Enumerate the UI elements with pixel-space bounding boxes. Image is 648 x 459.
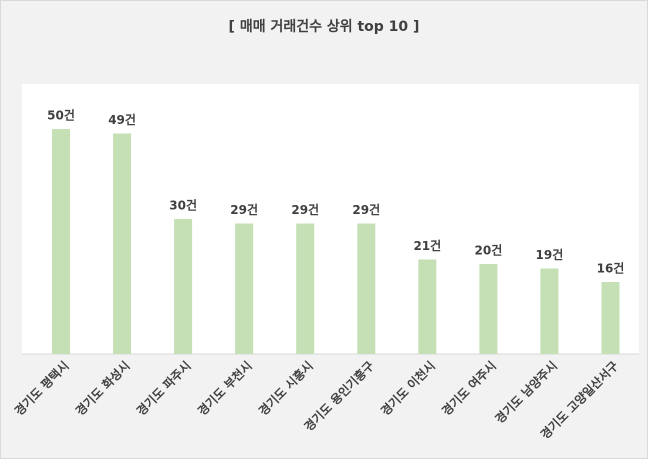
data-label: 50건 [47, 108, 75, 123]
chart-title: [ 매매 거래건수 상위 top 10 ] [229, 18, 420, 35]
bar [601, 282, 620, 354]
data-label: 49건 [108, 112, 136, 127]
data-label: 20건 [475, 243, 503, 258]
bar [296, 223, 315, 354]
bar [418, 259, 437, 354]
data-label: 16건 [597, 261, 625, 276]
bar [113, 133, 132, 354]
bar [235, 223, 254, 354]
data-label: 19건 [536, 247, 564, 262]
bar [52, 129, 71, 354]
data-label: 29건 [230, 202, 258, 217]
data-label: 29건 [291, 202, 319, 217]
bar [357, 223, 376, 354]
bar [174, 219, 193, 354]
bar [479, 264, 498, 354]
bar [540, 268, 559, 354]
data-label: 21건 [413, 238, 441, 253]
data-label: 30건 [169, 198, 197, 213]
data-label: 29건 [352, 202, 380, 217]
